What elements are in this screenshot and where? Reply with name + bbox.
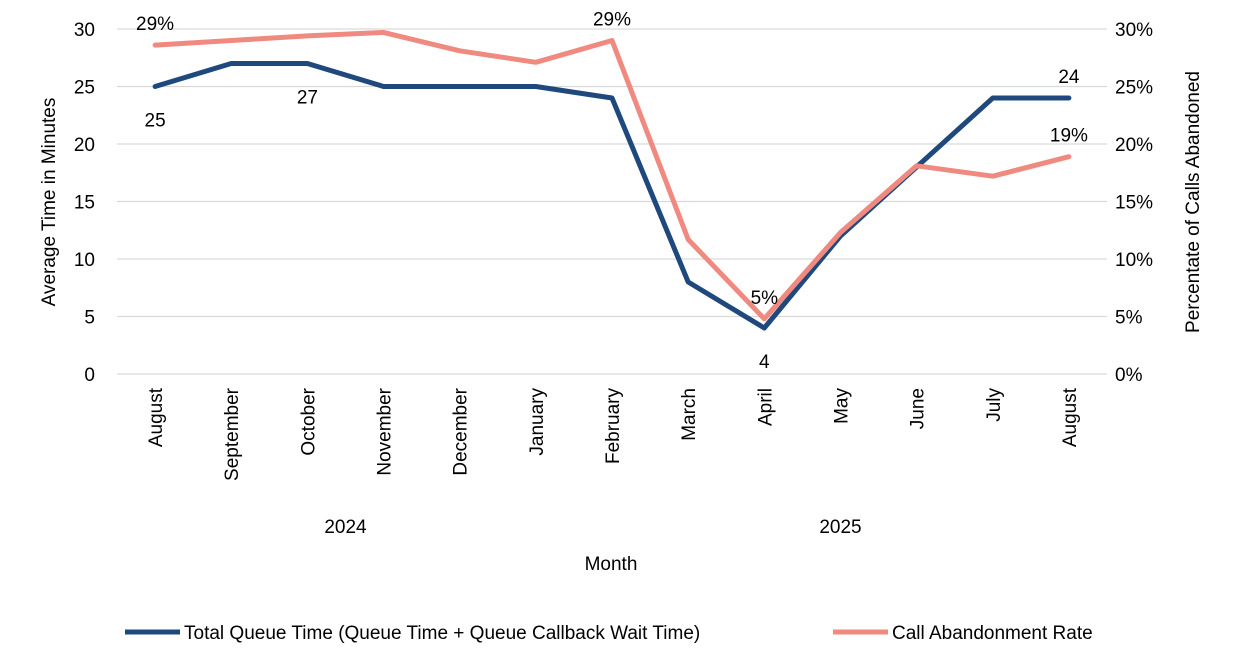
legend: Total Queue Time (Queue Time + Queue Cal… [125, 623, 1093, 644]
data-label: 29% [593, 10, 631, 31]
x-tick-label: May [831, 388, 852, 424]
right-tick-label: 30% [1115, 20, 1153, 41]
x-tick-label: September [222, 387, 243, 481]
data-labels: 25 27 4 24 29% 29% 5% 19% [136, 10, 1088, 374]
x-tick-label: October [298, 387, 319, 455]
series-lines [152, 29, 1072, 331]
x-tick-label: December [451, 387, 472, 475]
right-axis-ticks: 0% 5% 10% 15% 20% 25% 30% [1115, 20, 1153, 386]
left-axis-title: Average Time in Minutes [39, 98, 60, 307]
right-tick-label: 15% [1115, 193, 1153, 214]
data-label: 29% [136, 14, 174, 35]
data-label: 5% [751, 288, 779, 309]
x-axis-title: Month [585, 554, 638, 575]
left-tick-label: 0 [84, 365, 95, 386]
x-tick-label: April [755, 388, 776, 426]
x-axis-ticks: August September October November December Ja… [146, 387, 1081, 481]
x-tick-label: June [908, 388, 929, 429]
x-tick-label: November [375, 387, 396, 475]
year-label: 2025 [819, 517, 861, 538]
x-tick-label: August [146, 387, 167, 447]
x-tick-label: July [984, 388, 1005, 422]
right-tick-label: 0% [1115, 365, 1143, 386]
gridlines [117, 28, 1107, 375]
data-label: 4 [759, 352, 770, 373]
x-tick-label: February [603, 388, 624, 465]
right-tick-label: 25% [1115, 78, 1153, 99]
data-label: 19% [1050, 126, 1088, 147]
x-tick-label: January [527, 388, 548, 456]
x-tick-label: August [1060, 387, 1081, 447]
left-tick-label: 25 [74, 78, 95, 99]
legend-label-queue-time: Total Queue Time (Queue Time + Queue Cal… [184, 623, 700, 644]
data-label: 25 [145, 111, 166, 132]
year-group-labels: 2024 2025 [324, 517, 861, 538]
left-axis-ticks: 0 5 10 15 20 25 30 [74, 20, 95, 386]
legend-label-abandonment-rate: Call Abandonment Rate [892, 623, 1093, 644]
data-label: 27 [297, 88, 318, 109]
left-tick-label: 20 [74, 135, 95, 156]
right-tick-label: 10% [1115, 250, 1153, 271]
series-line-abandonment-rate [152, 29, 1072, 322]
left-tick-label: 10 [74, 250, 95, 271]
left-tick-label: 5 [84, 308, 95, 329]
left-tick-label: 15 [74, 193, 95, 214]
right-axis-title: Percentate of Calls Abandoned [1183, 71, 1204, 333]
right-tick-label: 5% [1115, 308, 1143, 329]
left-tick-label: 30 [74, 20, 95, 41]
right-tick-label: 20% [1115, 135, 1153, 156]
x-tick-label: March [679, 388, 700, 441]
data-label: 24 [1058, 67, 1080, 88]
series-line-queue-time [152, 61, 1072, 331]
year-label: 2024 [324, 517, 367, 538]
